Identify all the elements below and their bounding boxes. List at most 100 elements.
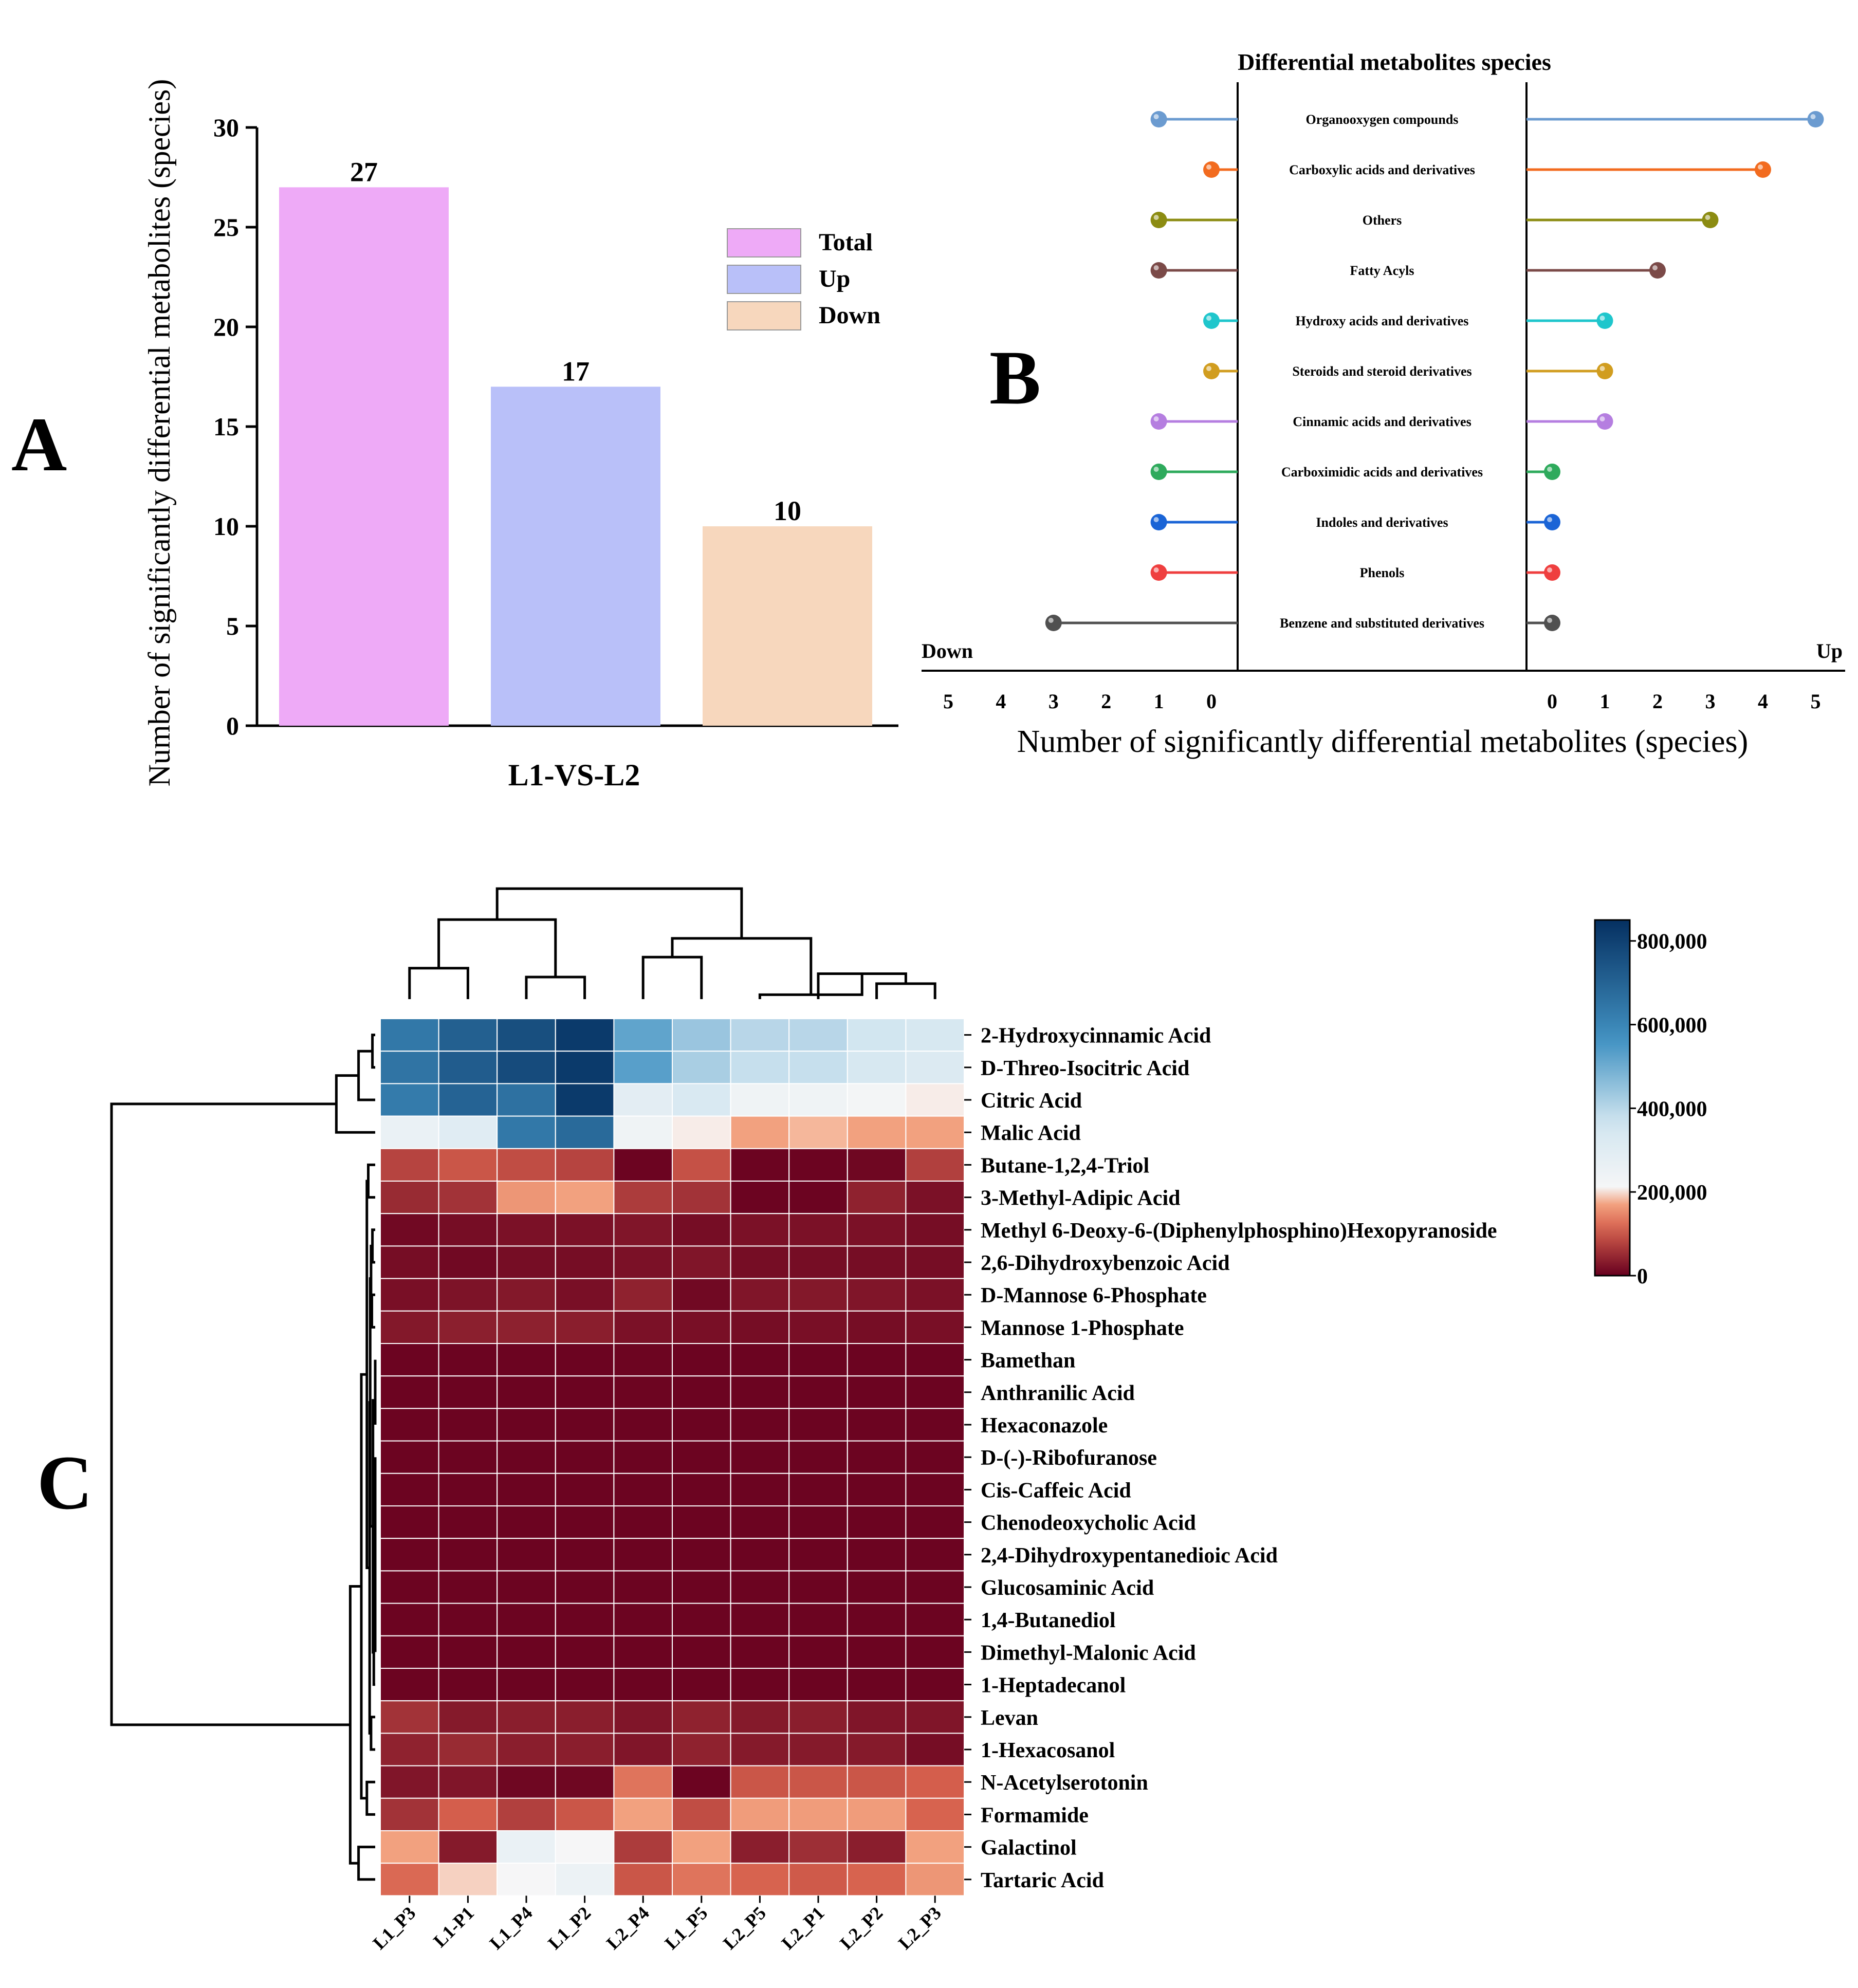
heatmap-cell [496,1505,556,1539]
column-dendrogram-link [875,982,936,999]
heatmap-cell [905,1505,965,1539]
heatmap-cell [438,1018,498,1052]
row-dendrogram-link [110,1102,351,1726]
heatmap-cell [672,1635,731,1669]
heatmap-cell [438,1278,498,1312]
heatmap-cell [496,1083,556,1117]
panel-a-xlabel: L1-VS-L2 [508,758,640,792]
panel-b-up-label: Up [1816,639,1843,662]
up-point-highlight [1599,366,1605,371]
heatmap-cell [847,1245,907,1279]
heatmap-cell [496,1603,556,1636]
category-label: Benzene and substituted derivatives [1280,616,1484,631]
down-point [1203,363,1220,379]
heatmap-cell [380,1343,439,1377]
legend-swatch-total [727,228,801,257]
heatmap-cell [438,1797,498,1832]
up-point-highlight [1599,316,1605,321]
heatmap-cell [555,1278,615,1312]
heatmap-cell [905,1051,965,1084]
heatmap-cell [613,1700,673,1734]
heatmap-cell [555,1830,615,1864]
heatmap-cell [788,1668,848,1702]
heatmap-cell [496,1278,556,1312]
y-tick-label: 30 [213,113,239,142]
heatmap-cell [847,1472,907,1507]
heatmap-cell [730,1863,790,1897]
row-label: N-Acetylserotonin [981,1771,1148,1795]
heatmap-cell [438,1668,498,1702]
heatmap-cell [672,1310,731,1345]
heatmap-cell [380,1668,439,1702]
heatmap-cell [555,1797,615,1832]
heatmap-cell [788,1148,848,1182]
heatmap-cell [788,1472,848,1507]
colorbar-tick-label: 800,000 [1637,930,1707,954]
heatmap-cell [613,1797,673,1832]
heatmap-cell [613,1375,673,1409]
up-point [1596,363,1613,379]
up-point-highlight [1652,265,1658,270]
heatmap-cell [730,1440,790,1474]
heatmap-cell [555,1051,615,1084]
bar-value-label: 17 [562,356,590,386]
heatmap-cell [730,1538,790,1572]
heatmap-cell [613,1148,673,1182]
heatmap-cell [496,1115,556,1149]
up-tick-label: 2 [1652,690,1663,713]
colorbar-tick-label: 600,000 [1637,1014,1707,1038]
up-point-highlight [1758,164,1763,170]
down-point [1203,161,1220,178]
down-tick-label: 4 [996,690,1006,713]
row-label: 1-Hexacosanol [981,1739,1115,1762]
heatmap-cell [847,1343,907,1377]
heatmap-cell [496,1635,556,1669]
heatmap-cell [847,1375,907,1409]
heatmap-cell [496,1830,556,1864]
heatmap-cell [496,1472,556,1507]
heatmap-cell [672,1343,731,1377]
heatmap-cell [788,1051,848,1084]
heatmap-cell [380,1440,439,1474]
heatmap-cell [438,1310,498,1345]
row-label: Malic Acid [981,1121,1081,1145]
heatmap-cell [788,1245,848,1279]
heatmap-cell [730,1765,790,1799]
panel-b-title: Differential metabolites species [1238,49,1551,75]
heatmap-cell [730,1310,790,1345]
down-point-highlight [1048,618,1054,623]
heatmap-cell [847,1668,907,1702]
heatmap-cell [847,1181,907,1214]
heatmap-cell [672,1375,731,1409]
heatmap-cell [496,1051,556,1084]
heatmap-cell [730,1375,790,1409]
heatmap-cell [613,1181,673,1214]
category-label: Phenols [1360,565,1405,580]
panel-b-xlabel: Number of significantly differential met… [1017,724,1749,759]
row-dendrogram-link [370,1716,375,1751]
heatmap-cell [380,1408,439,1442]
heatmap-cell [555,1863,615,1897]
heatmap-cell [672,1863,731,1897]
heatmap-cell [672,1440,731,1474]
heatmap-cell [555,1181,615,1214]
heatmap-cell [672,1700,731,1734]
heatmap-cell [438,1733,498,1766]
heatmap-cell [438,1635,498,1669]
heatmap-cell [438,1440,498,1474]
heatmap-cell [555,1603,615,1636]
heatmap-cell [730,1603,790,1636]
heatmap-cell [613,1051,673,1084]
row-label: 3-Methyl-Adipic Acid [981,1187,1180,1210]
column-dendrogram-link [495,887,743,938]
heatmap-cell [555,1408,615,1442]
heatmap-cell [438,1603,498,1636]
down-tick-label: 3 [1048,690,1059,713]
up-point [1649,262,1666,279]
heatmap-cell [380,1538,439,1572]
heatmap-cell [438,1863,498,1897]
row-label: D-(-)-Ribofuranose [981,1446,1157,1470]
heatmap-cell [730,1635,790,1669]
heatmap-cell [788,1733,848,1766]
